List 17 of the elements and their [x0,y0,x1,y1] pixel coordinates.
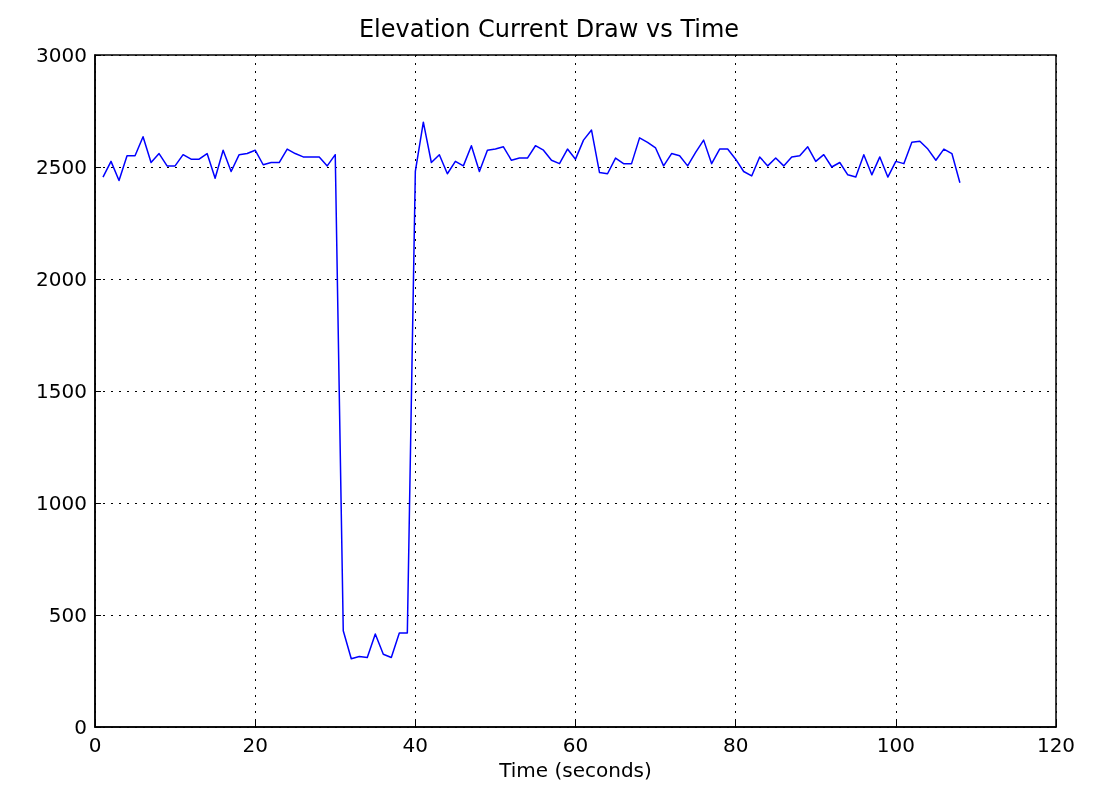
y-tick-label: 1500 [36,379,87,403]
y-tick-label: 0 [74,715,87,739]
x-tick-label: 80 [722,733,749,757]
x-tick-label: 0 [88,733,102,757]
x-tick-label: 60 [562,733,589,757]
y-tick-label: 2500 [36,155,87,179]
line-series [102,121,961,660]
x-tick-label: 20 [242,733,268,757]
x-tick-label: 40 [402,733,429,757]
y-tick-label: 2000 [36,267,87,291]
y-tick-label: 3000 [36,43,87,67]
y-tick-label: 1000 [36,491,87,515]
y-tick-label: 500 [48,603,87,627]
x-tick-label: 100 [876,733,915,757]
x-axis-title: Time (seconds) [498,757,652,782]
chart-title: Elevation Current Draw vs Time [358,15,740,43]
x-tick-label: 120 [1036,733,1076,757]
